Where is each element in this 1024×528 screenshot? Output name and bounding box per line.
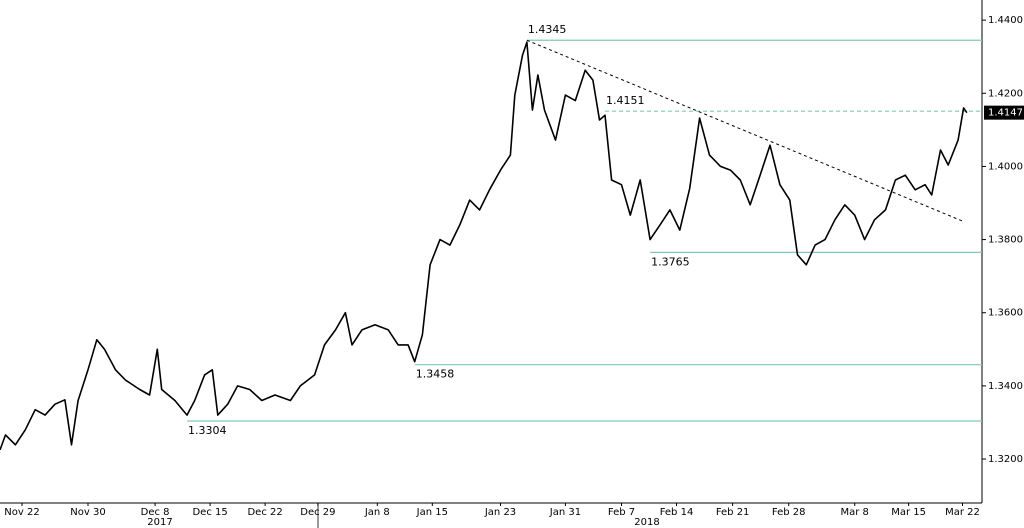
y-tick-label: 1.3800 (988, 235, 1023, 246)
x-tick-label: Feb 28 (772, 507, 806, 518)
y-tick-label: 1.3200 (988, 454, 1023, 465)
x-tick-label: Mar 22 (945, 507, 980, 518)
last-price-tag (984, 105, 1024, 120)
x-tick-label: Mar 8 (841, 507, 869, 518)
x-tick-label: Nov 22 (4, 507, 39, 518)
y-tick-label: 1.4400 (988, 15, 1023, 26)
x-tick-label: Dec 8 (141, 507, 170, 518)
x-tick-label: Jan 31 (549, 507, 581, 518)
y-tick-label: 1.3600 (988, 308, 1023, 319)
x-tick-label: Feb 14 (660, 507, 694, 518)
x-tick-label: Mar 15 (891, 507, 926, 518)
x-tick-label: Dec 29 (300, 507, 335, 518)
x-tick-label: Dec 22 (247, 507, 282, 518)
x-tick-label: Jan 15 (416, 507, 448, 518)
y-tick-label: 1.4200 (988, 88, 1023, 99)
x-tick-label: Feb 21 (716, 507, 750, 518)
trend-line (526, 39, 965, 223)
year-label: 2018 (634, 517, 659, 528)
level-label: 1.3765 (651, 255, 690, 268)
x-tick-label: Jan 23 (484, 507, 516, 518)
x-tick-label: Jan 8 (364, 507, 390, 518)
level-label: 1.3458 (416, 368, 455, 381)
price-line (0, 41, 968, 451)
x-tick-label: Dec 15 (192, 507, 227, 518)
year-label: 2017 (147, 517, 172, 528)
y-tick-label: 1.3400 (988, 381, 1023, 392)
last-price-label: 1.4147 (988, 108, 1023, 119)
x-tick-label: Nov 30 (70, 507, 105, 518)
level-label: 1.3304 (188, 424, 227, 437)
x-tick-label: Feb 7 (608, 507, 635, 518)
y-tick-label: 1.4000 (988, 161, 1023, 172)
level-label: 1.4151 (606, 94, 645, 107)
level-label: 1.4345 (528, 23, 567, 36)
